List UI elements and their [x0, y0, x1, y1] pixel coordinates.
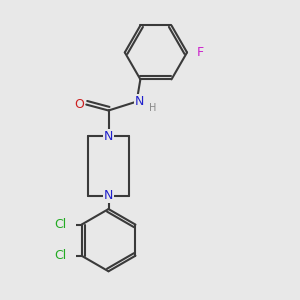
Text: N: N [104, 130, 113, 143]
Text: H: H [149, 103, 157, 112]
Text: Cl: Cl [55, 218, 67, 231]
Text: F: F [197, 46, 204, 59]
Text: N: N [135, 95, 144, 108]
Text: Cl: Cl [55, 249, 67, 262]
Text: N: N [104, 189, 113, 202]
Text: O: O [74, 98, 84, 111]
